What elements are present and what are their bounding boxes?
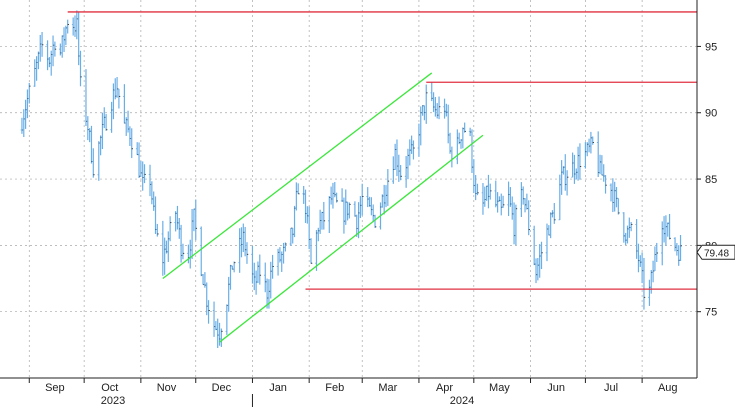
gridlines bbox=[0, 0, 697, 378]
year-label: 2024 bbox=[450, 395, 474, 407]
channel-line bbox=[162, 72, 433, 280]
last-value-box bbox=[696, 244, 735, 260]
x-tick-label: Jan bbox=[269, 382, 287, 394]
x-tick-label: Jul bbox=[604, 382, 618, 394]
y-tick-label: 85 bbox=[705, 174, 717, 186]
year-label: 2023 bbox=[101, 395, 125, 407]
x-tick-label: Aug bbox=[658, 382, 678, 394]
x-tick-label: Dec bbox=[212, 382, 232, 394]
annotations bbox=[67, 11, 697, 343]
x-tick-label: Mar bbox=[378, 382, 397, 394]
last-value-label: 79.48 bbox=[704, 248, 729, 259]
y-tick-label: 90 bbox=[705, 108, 717, 120]
x-tick-label: Nov bbox=[157, 382, 177, 394]
channel-line bbox=[219, 134, 484, 343]
x-tick-label: May bbox=[489, 382, 510, 394]
y-tick-label: 75 bbox=[705, 307, 717, 319]
x-tick-label: Feb bbox=[325, 382, 344, 394]
price-bars bbox=[20, 10, 682, 349]
x-tick-label: Oct bbox=[101, 382, 118, 394]
x-tick-label: Sep bbox=[45, 382, 65, 394]
last-value-marker: 79.48 bbox=[696, 244, 735, 260]
x-tick-label: Jun bbox=[547, 382, 565, 394]
x-tick-label: Apr bbox=[436, 382, 453, 394]
y-tick-label: 95 bbox=[705, 41, 717, 53]
